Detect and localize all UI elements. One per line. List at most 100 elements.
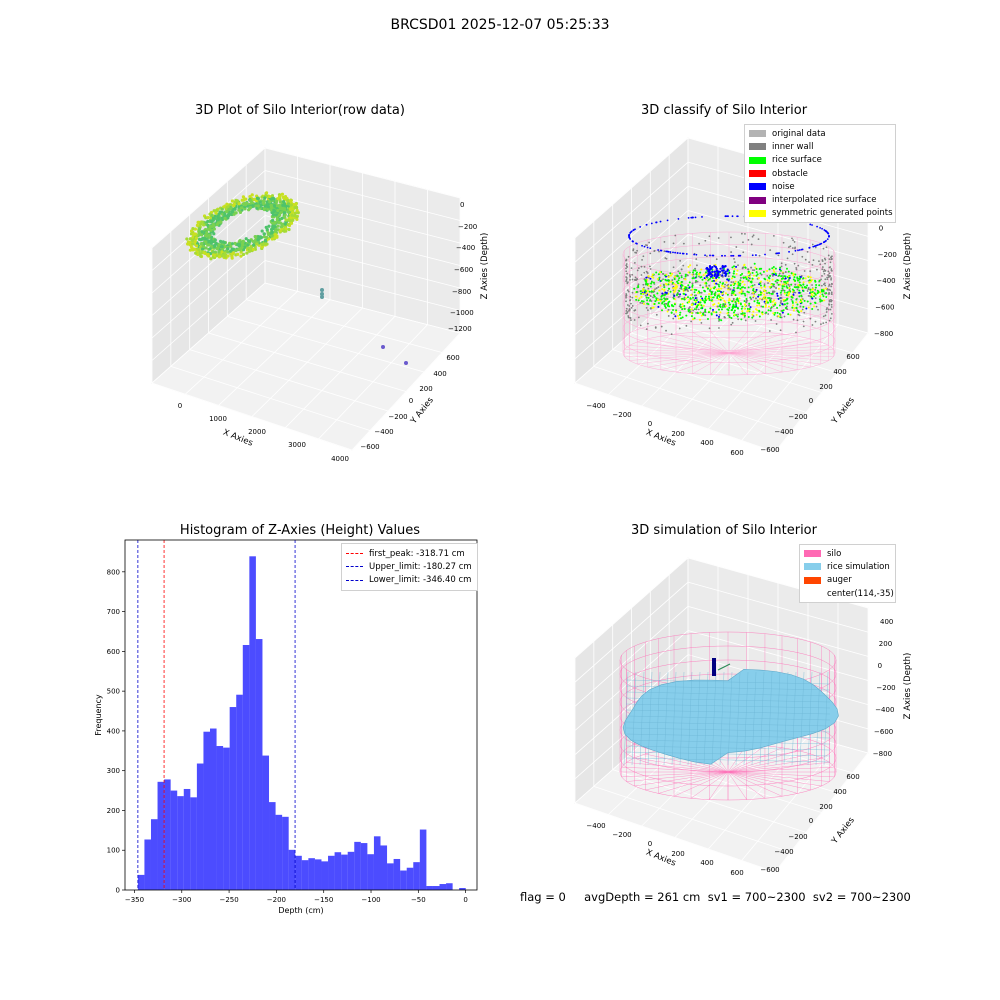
inner-wall-point [662, 278, 664, 281]
surface-point [764, 286, 767, 289]
surface-point [701, 278, 704, 281]
data-point [195, 244, 199, 248]
surface-point [721, 292, 724, 295]
surface-point [752, 295, 755, 298]
inner-wall-point [828, 300, 831, 303]
surface-point [797, 283, 800, 286]
surface-point [790, 272, 793, 275]
data-point [284, 227, 288, 231]
noise-point [827, 232, 830, 235]
surface-point [733, 276, 736, 279]
inner-wall-point [797, 264, 800, 267]
surface-mesh [663, 671, 669, 766]
histogram-bar [321, 861, 329, 890]
surface-point [691, 284, 694, 287]
surface-point [699, 295, 702, 298]
inner-wall-point [730, 236, 732, 239]
surface-point [699, 298, 702, 301]
surface-mesh [687, 671, 693, 766]
surface-point [782, 298, 785, 301]
surface-point [743, 307, 746, 310]
surface-point [646, 289, 649, 292]
noise-point [650, 222, 653, 225]
surface-point [772, 305, 775, 308]
inner-wall-point [825, 308, 828, 311]
data-point [260, 245, 264, 249]
surface-point [640, 295, 643, 298]
data-point [290, 213, 294, 217]
status-line: flag = 0 avgDepth = 261 cm sv1 = 700~230… [520, 890, 911, 904]
noise-point [695, 253, 698, 256]
surface-point [704, 295, 707, 298]
noise-point [708, 265, 712, 268]
silo-spoke [728, 345, 829, 354]
noise-point [704, 254, 706, 257]
surface-point [683, 307, 686, 310]
surface-point [727, 279, 730, 282]
surface-point [743, 286, 746, 289]
z-tick-label: −400 [875, 706, 894, 714]
surface-point [718, 285, 721, 288]
surface-point [684, 293, 687, 296]
data-point [246, 246, 250, 250]
surface-point [819, 300, 822, 303]
inner-wall-point [646, 271, 649, 274]
surface-point [800, 310, 803, 313]
surface-point [688, 281, 691, 284]
inner-wall-point [692, 309, 695, 312]
data-point [229, 203, 233, 207]
surface-point [696, 305, 699, 308]
silo-spoke [727, 750, 798, 773]
silo-spoke [728, 332, 766, 354]
surface-point [769, 274, 772, 277]
surface-point [810, 278, 813, 281]
surface-point [696, 304, 699, 307]
legend-item: symmetric generated points [749, 207, 893, 220]
surface-point [664, 305, 667, 308]
data-point [266, 205, 271, 209]
inner-wall-point [822, 270, 825, 273]
data-point [189, 244, 193, 249]
data-point [219, 220, 223, 224]
surface-point [759, 284, 762, 287]
histogram-bar [413, 862, 420, 890]
surface-point [733, 265, 736, 268]
surface-point [692, 277, 695, 280]
y-tick-label: 100 [107, 847, 120, 855]
surface-point [642, 290, 645, 293]
surface-point [709, 287, 712, 290]
histogram-bar [137, 874, 145, 890]
data-point [193, 232, 197, 236]
surface-point [776, 292, 779, 295]
surface-point [784, 270, 787, 273]
surface-point [781, 311, 784, 314]
surface-mesh [775, 671, 781, 766]
histogram-bar [439, 884, 447, 890]
inner-wall-point [830, 278, 832, 281]
data-point [289, 221, 294, 225]
surface-point [688, 301, 691, 304]
y-tick-label: 400 [833, 368, 846, 376]
surface-point [672, 305, 675, 308]
surface-point [680, 268, 683, 271]
surface-point [672, 297, 675, 300]
y-tick-label: 600 [846, 353, 859, 361]
data-point [262, 201, 266, 206]
silo-spoke [727, 766, 835, 773]
surface-point [651, 273, 654, 276]
surface-point [755, 267, 758, 270]
silo-spoke [727, 771, 783, 797]
noise-point [821, 227, 823, 230]
surface-point [752, 289, 755, 292]
surface-point [648, 290, 651, 293]
data-point [256, 238, 260, 242]
inner-wall-point [625, 267, 627, 270]
surface-mesh [647, 671, 653, 766]
inner-wall-point [689, 306, 691, 308]
surface-point [657, 302, 660, 305]
surface-point [813, 295, 816, 298]
z-tick-label: −400 [456, 244, 475, 252]
silo-spoke [660, 335, 730, 354]
inner-wall-point [704, 239, 707, 242]
inner-wall-point [626, 304, 629, 306]
